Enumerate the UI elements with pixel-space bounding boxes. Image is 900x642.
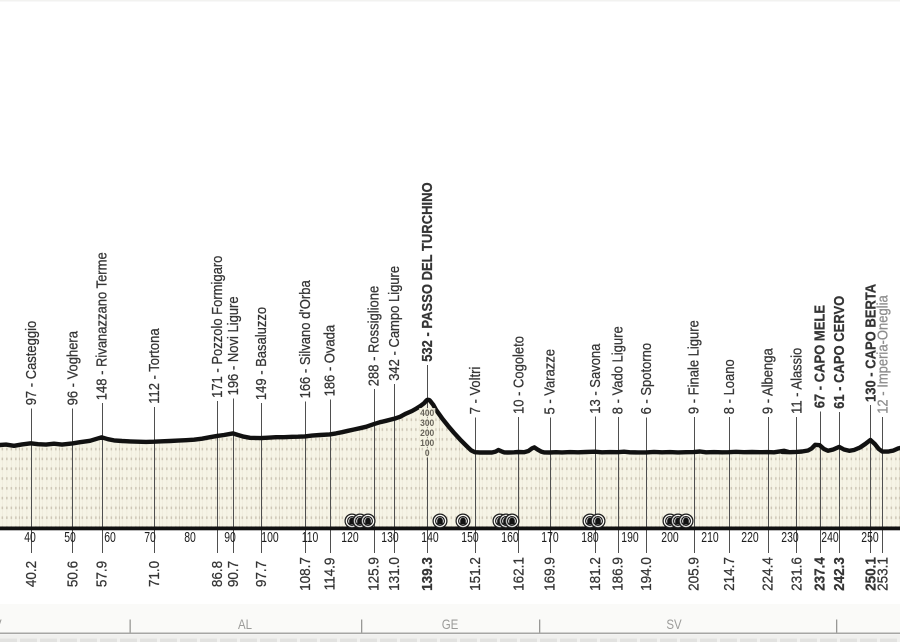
svg-text:9 - Finale Ligure: 9 - Finale Ligure bbox=[686, 320, 703, 414]
svg-text:210: 210 bbox=[701, 530, 718, 546]
svg-text:10 - Cogoleto: 10 - Cogoleto bbox=[510, 336, 527, 414]
svg-text:400: 400 bbox=[420, 408, 434, 419]
svg-text:220: 220 bbox=[741, 530, 758, 546]
svg-text:140: 140 bbox=[421, 530, 438, 546]
svg-text:108.7: 108.7 bbox=[297, 557, 314, 591]
svg-text:242.3: 242.3 bbox=[831, 557, 848, 591]
svg-text:110: 110 bbox=[302, 530, 319, 546]
svg-text:50: 50 bbox=[64, 530, 76, 546]
svg-text:181.2: 181.2 bbox=[587, 557, 604, 591]
svg-text:200: 200 bbox=[661, 530, 678, 546]
svg-text:70: 70 bbox=[144, 530, 156, 546]
svg-text:240: 240 bbox=[821, 530, 838, 546]
svg-text:61 - CAPO CERVO: 61 - CAPO CERVO bbox=[831, 295, 848, 408]
svg-text:SV: SV bbox=[666, 616, 682, 632]
svg-text:8 - Vado Ligure: 8 - Vado Ligure bbox=[610, 326, 627, 414]
svg-text:0: 0 bbox=[425, 448, 430, 459]
svg-text:131.0: 131.0 bbox=[386, 557, 403, 591]
svg-text:139.3: 139.3 bbox=[419, 557, 436, 591]
svg-text:532 - PASSO DEL TURCHINO: 532 - PASSO DEL TURCHINO bbox=[419, 182, 436, 362]
svg-text:80: 80 bbox=[184, 530, 196, 546]
svg-text:186 - Ovada: 186 - Ovada bbox=[322, 324, 339, 396]
svg-text:86.8: 86.8 bbox=[209, 561, 226, 587]
svg-text:120: 120 bbox=[341, 530, 358, 546]
svg-text:194.0: 194.0 bbox=[638, 557, 655, 591]
svg-text:13 - Savona: 13 - Savona bbox=[587, 343, 604, 414]
svg-text:253.1: 253.1 bbox=[874, 557, 891, 591]
svg-text:112 - Tortona: 112 - Tortona bbox=[146, 328, 163, 404]
svg-text:190: 190 bbox=[621, 530, 638, 546]
svg-text:7 - Voltri: 7 - Voltri bbox=[467, 367, 484, 415]
svg-text:130: 130 bbox=[381, 530, 398, 546]
svg-text:186.9: 186.9 bbox=[610, 557, 627, 591]
svg-text:67 - CAPO MELE: 67 - CAPO MELE bbox=[812, 305, 829, 408]
svg-text:205.9: 205.9 bbox=[686, 557, 703, 591]
svg-text:11 - Alassio: 11 - Alassio bbox=[788, 348, 805, 414]
svg-text:GE: GE bbox=[442, 616, 459, 632]
svg-text:12 - Imperia-Oneglia: 12 - Imperia-Oneglia bbox=[874, 295, 891, 414]
svg-text:50.6: 50.6 bbox=[64, 561, 81, 587]
svg-text:100: 100 bbox=[261, 530, 278, 546]
svg-text:300: 300 bbox=[420, 418, 434, 429]
svg-text:96 - Voghera: 96 - Voghera bbox=[64, 330, 81, 405]
svg-text:125.9: 125.9 bbox=[366, 557, 383, 591]
svg-text:160: 160 bbox=[501, 530, 518, 546]
svg-text:288 - Rossiglione: 288 - Rossiglione bbox=[366, 286, 383, 386]
svg-text:149 - Basaluzzo: 149 - Basaluzzo bbox=[253, 307, 270, 400]
svg-text:PV: PV bbox=[0, 616, 2, 632]
svg-text:100: 100 bbox=[420, 438, 434, 449]
svg-text:170: 170 bbox=[541, 530, 558, 546]
svg-text:230: 230 bbox=[781, 530, 798, 546]
svg-text:90: 90 bbox=[224, 530, 236, 546]
svg-text:130 - CAPO BERTA: 130 - CAPO BERTA bbox=[862, 284, 879, 402]
svg-text:342 - Campo Ligure: 342 - Campo Ligure bbox=[386, 266, 403, 381]
svg-text:171 - Pozzolo Formigaro: 171 - Pozzolo Formigaro bbox=[209, 256, 226, 398]
svg-text:169.9: 169.9 bbox=[542, 557, 559, 591]
svg-text:150: 150 bbox=[461, 530, 478, 546]
svg-text:200: 200 bbox=[420, 428, 434, 439]
svg-text:180: 180 bbox=[581, 530, 598, 546]
svg-text:40.2: 40.2 bbox=[23, 561, 40, 587]
svg-text:57.9: 57.9 bbox=[94, 561, 111, 587]
svg-text:8 - Loano: 8 - Loano bbox=[721, 359, 738, 414]
svg-text:60: 60 bbox=[104, 530, 116, 546]
svg-text:166 - Silvano d'Orba: 166 - Silvano d'Orba bbox=[297, 280, 314, 399]
svg-text:AL: AL bbox=[238, 616, 252, 632]
svg-text:9 - Albenga: 9 - Albenga bbox=[760, 348, 777, 414]
svg-text:250: 250 bbox=[861, 530, 878, 546]
svg-text:224.4: 224.4 bbox=[760, 557, 777, 591]
svg-text:6 - Spotorno: 6 - Spotorno bbox=[638, 343, 655, 415]
svg-text:90.7: 90.7 bbox=[225, 561, 242, 587]
svg-text:97 - Casteggio: 97 - Casteggio bbox=[23, 321, 40, 406]
svg-text:71.0: 71.0 bbox=[146, 561, 163, 587]
svg-text:196 - Novi Ligure: 196 - Novi Ligure bbox=[225, 296, 242, 395]
svg-text:237.4: 237.4 bbox=[812, 557, 829, 591]
svg-text:231.6: 231.6 bbox=[788, 557, 805, 591]
svg-text:214.7: 214.7 bbox=[721, 557, 738, 591]
svg-text:250.1: 250.1 bbox=[862, 557, 879, 591]
svg-text:40: 40 bbox=[24, 530, 36, 546]
svg-text:5 - Varazze: 5 - Varazze bbox=[542, 349, 559, 415]
svg-text:97.7: 97.7 bbox=[253, 561, 270, 587]
svg-text:148 - Rivanazzano Terme: 148 - Rivanazzano Terme bbox=[94, 252, 111, 400]
svg-text:114.9: 114.9 bbox=[322, 558, 339, 591]
svg-text:162.1: 162.1 bbox=[510, 557, 527, 591]
svg-text:151.2: 151.2 bbox=[467, 557, 484, 591]
